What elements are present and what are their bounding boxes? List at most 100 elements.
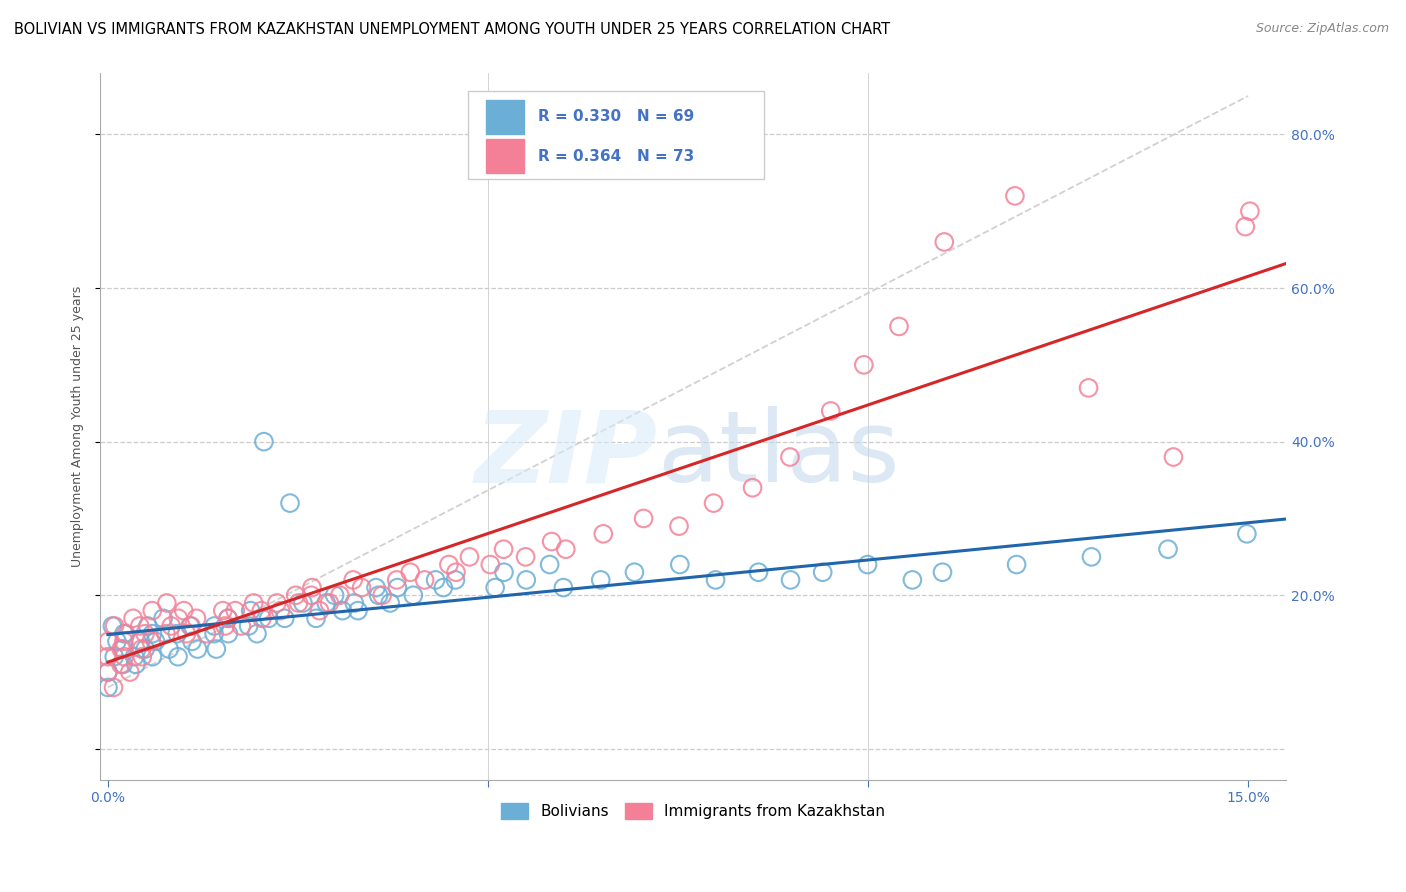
Point: [202, 619, 225, 633]
Point: [145, 634, 167, 648]
Point: [299, 588, 322, 602]
Point: [747, 566, 769, 580]
Point: [111, 657, 134, 672]
Point: [380, 596, 402, 610]
Point: [181, 634, 204, 648]
Point: [112, 626, 135, 640]
Point: [934, 235, 956, 249]
Point: [111, 642, 134, 657]
Point: [367, 588, 389, 602]
Point: [217, 611, 239, 625]
Point: [332, 604, 354, 618]
Point: [238, 619, 260, 633]
Point: [180, 619, 202, 633]
Point: [141, 649, 163, 664]
Point: [97, 665, 120, 679]
Point: [176, 626, 198, 640]
Point: [157, 642, 180, 657]
Point: [101, 619, 124, 633]
Point: [195, 626, 218, 640]
Point: [202, 626, 225, 640]
Point: [589, 573, 612, 587]
Point: [1080, 549, 1102, 564]
Point: [484, 581, 506, 595]
Point: [179, 619, 201, 633]
Point: [1004, 189, 1026, 203]
Point: [103, 681, 125, 695]
Point: [211, 604, 233, 618]
Point: [329, 588, 352, 602]
Point: [214, 619, 236, 633]
Point: [205, 642, 228, 657]
Point: [323, 588, 346, 602]
Point: [779, 573, 801, 587]
Point: [186, 611, 208, 625]
Point: [253, 434, 276, 449]
Point: [820, 404, 842, 418]
Point: [246, 626, 269, 640]
Point: [291, 596, 314, 610]
Point: [887, 319, 910, 334]
Point: [273, 611, 295, 625]
Point: [623, 566, 645, 580]
Point: [97, 681, 120, 695]
Point: [432, 581, 454, 595]
Legend: Bolivians, Immigrants from Kazakhstan: Bolivians, Immigrants from Kazakhstan: [495, 797, 891, 825]
Point: [129, 634, 152, 648]
Point: [217, 611, 239, 625]
Point: [114, 626, 136, 640]
Point: [224, 604, 246, 618]
Point: [703, 496, 725, 510]
Point: [492, 566, 515, 580]
Point: [250, 604, 273, 618]
Point: [413, 573, 436, 587]
Point: [1157, 542, 1180, 557]
Point: [266, 596, 288, 610]
Point: [134, 626, 156, 640]
Point: [538, 558, 561, 572]
Point: [1163, 450, 1185, 464]
Text: Source: ZipAtlas.com: Source: ZipAtlas.com: [1256, 22, 1389, 36]
Point: [399, 566, 422, 580]
Point: [402, 588, 425, 602]
FancyBboxPatch shape: [485, 139, 523, 173]
Point: [553, 581, 575, 595]
Point: [425, 573, 447, 587]
Point: [1236, 526, 1258, 541]
Point: [118, 665, 141, 679]
Point: [301, 581, 323, 595]
Point: [167, 649, 190, 664]
Point: [173, 604, 195, 618]
Text: ZIP: ZIP: [475, 406, 658, 503]
Point: [269, 604, 291, 618]
Point: [1234, 219, 1257, 234]
FancyBboxPatch shape: [485, 100, 523, 134]
Point: [110, 657, 132, 672]
Point: [278, 496, 301, 510]
Point: [284, 588, 307, 602]
Y-axis label: Unemployment Among Youth under 25 years: Unemployment Among Youth under 25 years: [72, 285, 84, 567]
Point: [315, 596, 337, 610]
Text: R = 0.330   N = 69: R = 0.330 N = 69: [537, 110, 695, 124]
Point: [515, 549, 537, 564]
Point: [492, 542, 515, 557]
Point: [257, 611, 280, 625]
Point: [152, 611, 174, 625]
Point: [308, 604, 330, 618]
Point: [217, 626, 239, 640]
Text: R = 0.364   N = 73: R = 0.364 N = 73: [537, 149, 695, 164]
Point: [741, 481, 763, 495]
Point: [554, 542, 576, 557]
Point: [901, 573, 924, 587]
Point: [155, 626, 177, 640]
FancyBboxPatch shape: [468, 91, 765, 179]
Point: [347, 604, 370, 618]
Point: [112, 649, 135, 664]
Point: [444, 573, 467, 587]
Point: [515, 573, 537, 587]
Point: [458, 549, 481, 564]
Point: [112, 634, 135, 648]
Point: [136, 619, 159, 633]
Point: [141, 604, 163, 618]
Point: [97, 665, 120, 679]
